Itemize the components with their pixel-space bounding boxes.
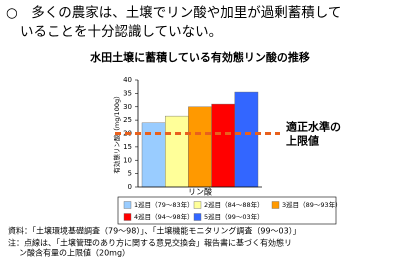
y-tick-label: 35 (123, 89, 132, 97)
legend-swatch (123, 201, 132, 209)
y-tick-label: 15 (123, 143, 132, 151)
legend-label: 2巡目（84～88年） (204, 200, 264, 209)
bar (164, 115, 189, 188)
legend-swatch (193, 201, 202, 209)
y-tick-label: 30 (123, 103, 132, 111)
header-line: ○ 多くの農家は、土壌でリン酸や加里が過剰蓄積して (6, 4, 341, 21)
legend-swatch (271, 201, 280, 209)
bar (211, 103, 236, 188)
y-tick-label: 0 (128, 183, 132, 191)
note: 資料：「土壌環境基礎調査（79～98）」、「土壌機能モニタリング調査（99～03… (8, 226, 301, 236)
bar (234, 91, 259, 188)
note: 注：点線は、「土壌管理のあり方に関する意見交換会」報告書に基づく有効態リ (8, 238, 292, 248)
x-axis-label: リン酸 (188, 187, 212, 197)
y-tick-label: 25 (123, 116, 132, 124)
legend-swatch (123, 213, 132, 221)
threshold-label: 適正水準の (286, 120, 341, 134)
legend-label: 3巡目（89～93年） (282, 200, 342, 209)
y-tick-label: 40 (123, 76, 132, 84)
legend-label: 4巡目（94～98年） (134, 212, 194, 221)
legend-label: 5巡目（99～03年） (204, 212, 264, 221)
legend-swatch (193, 213, 202, 221)
bar (188, 106, 212, 188)
threshold-label: 上限値 (286, 134, 319, 148)
legend-box (117, 196, 337, 225)
legend-label: 1巡目（79～83年） (134, 200, 194, 209)
chart-title: 水田土壌に蓄積している有効態リン酸の推移 (90, 50, 310, 64)
y-tick-label: 10 (123, 156, 132, 164)
header-line: いることを十分認識していない。 (20, 24, 222, 40)
note: ン酸含有量の上限値（20mg） (19, 248, 130, 258)
y-tick-label: 5 (128, 170, 132, 178)
